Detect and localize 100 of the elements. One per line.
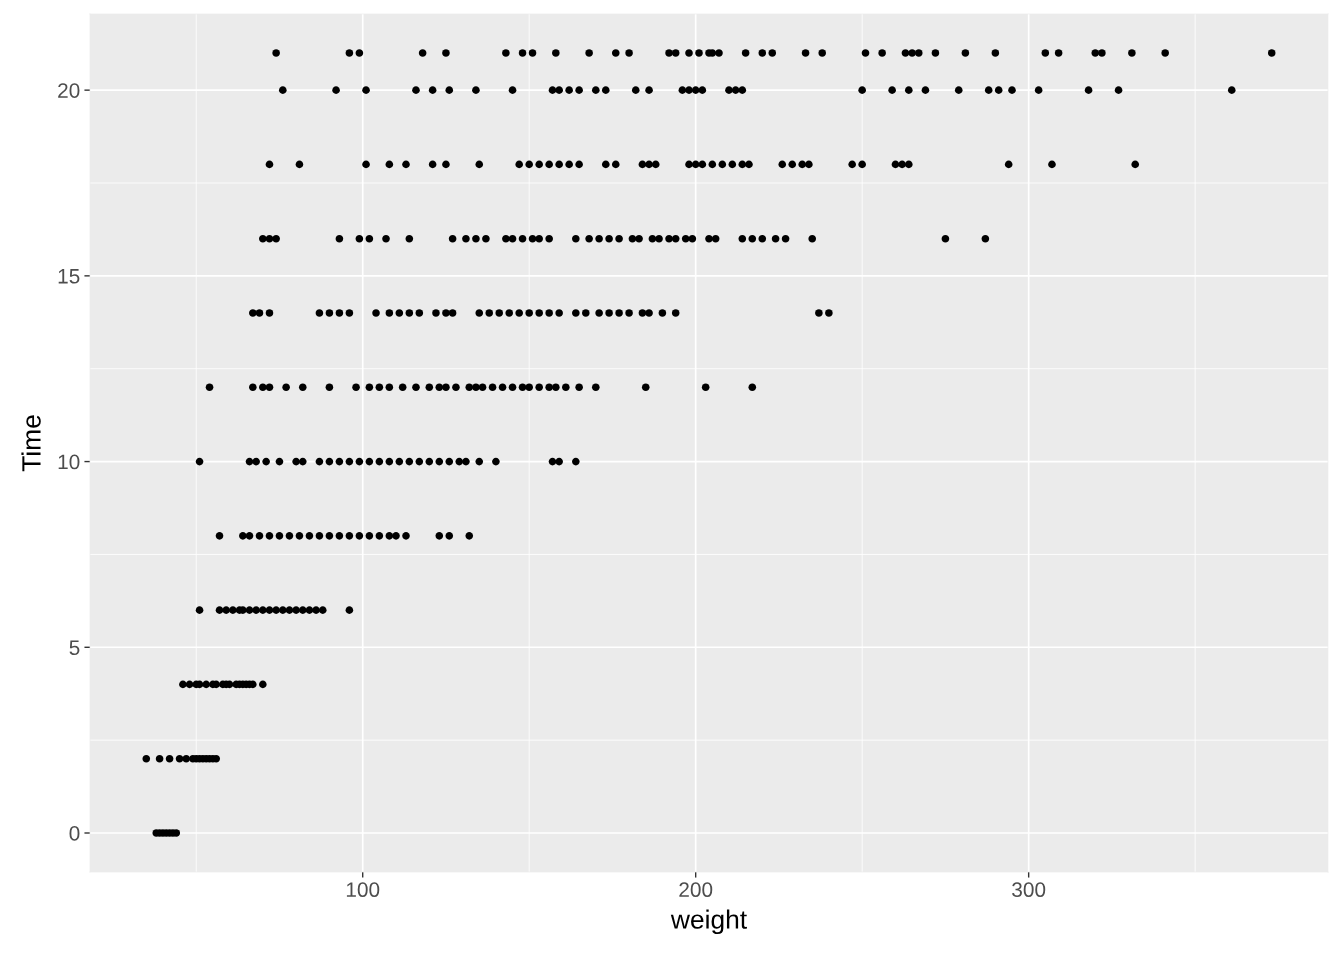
point [1227,86,1236,94]
point [671,309,680,317]
point [595,309,603,317]
point [1128,49,1136,57]
point [375,532,384,540]
point [778,160,787,169]
point [245,457,254,466]
point [1091,49,1100,57]
point [412,86,420,94]
point [801,49,810,57]
point [725,86,733,94]
point [535,160,543,169]
point [748,383,757,392]
point [1004,160,1013,169]
point [635,234,643,243]
point [908,49,916,57]
point [518,49,527,57]
point [249,383,257,392]
point [292,606,300,614]
point [259,383,267,392]
point [595,234,603,243]
point [745,160,753,169]
point [442,49,450,57]
point [645,160,653,169]
point [678,86,687,94]
point [325,309,334,317]
point [222,606,230,614]
point [582,309,590,317]
point [165,754,174,763]
point [671,234,680,243]
x-tick-label: 200 [679,882,713,898]
point [1131,160,1140,169]
point [345,457,354,466]
point [195,457,204,466]
point [555,160,563,169]
point [625,309,633,317]
point [605,309,613,317]
point [671,49,680,57]
point [615,309,623,317]
point [179,680,187,689]
point [412,383,420,392]
point [448,309,457,317]
point [402,532,410,540]
point [259,680,267,689]
point [691,160,700,169]
point [485,309,494,317]
point [385,309,394,317]
point [848,160,856,169]
point [758,49,767,57]
point [805,160,813,169]
point [665,234,673,243]
point [861,49,870,57]
point [748,234,757,243]
point [651,160,660,169]
point [941,234,950,243]
point [508,86,517,94]
point [994,86,1003,94]
point [515,160,524,169]
point [425,383,434,392]
point [372,309,380,317]
point [298,606,307,614]
point [1048,160,1056,169]
point [1267,49,1276,57]
point [562,383,570,392]
point [641,383,650,392]
point [825,309,833,317]
point [478,383,487,392]
point [488,383,497,392]
point [555,309,563,317]
point [502,49,510,57]
point [555,86,563,94]
point [708,160,717,169]
point [731,86,740,94]
point [1054,49,1063,57]
point [155,754,164,763]
point [315,309,324,317]
point [505,309,514,317]
x-axis-title: weight [670,909,747,935]
point [565,160,573,169]
point [1084,86,1093,94]
point [572,234,580,243]
point [278,606,287,614]
point [738,234,747,243]
point [685,49,693,57]
point [698,160,707,169]
point [472,234,480,243]
point [442,160,450,169]
point [395,309,404,317]
y-tick-label: 5 [69,640,80,656]
point [318,606,327,614]
point [402,160,410,169]
point [442,309,450,317]
point [601,160,610,169]
point [275,532,284,540]
point [575,86,583,94]
point [435,457,444,466]
point [398,383,407,392]
point [492,457,500,466]
point [352,383,360,392]
point [325,383,334,392]
